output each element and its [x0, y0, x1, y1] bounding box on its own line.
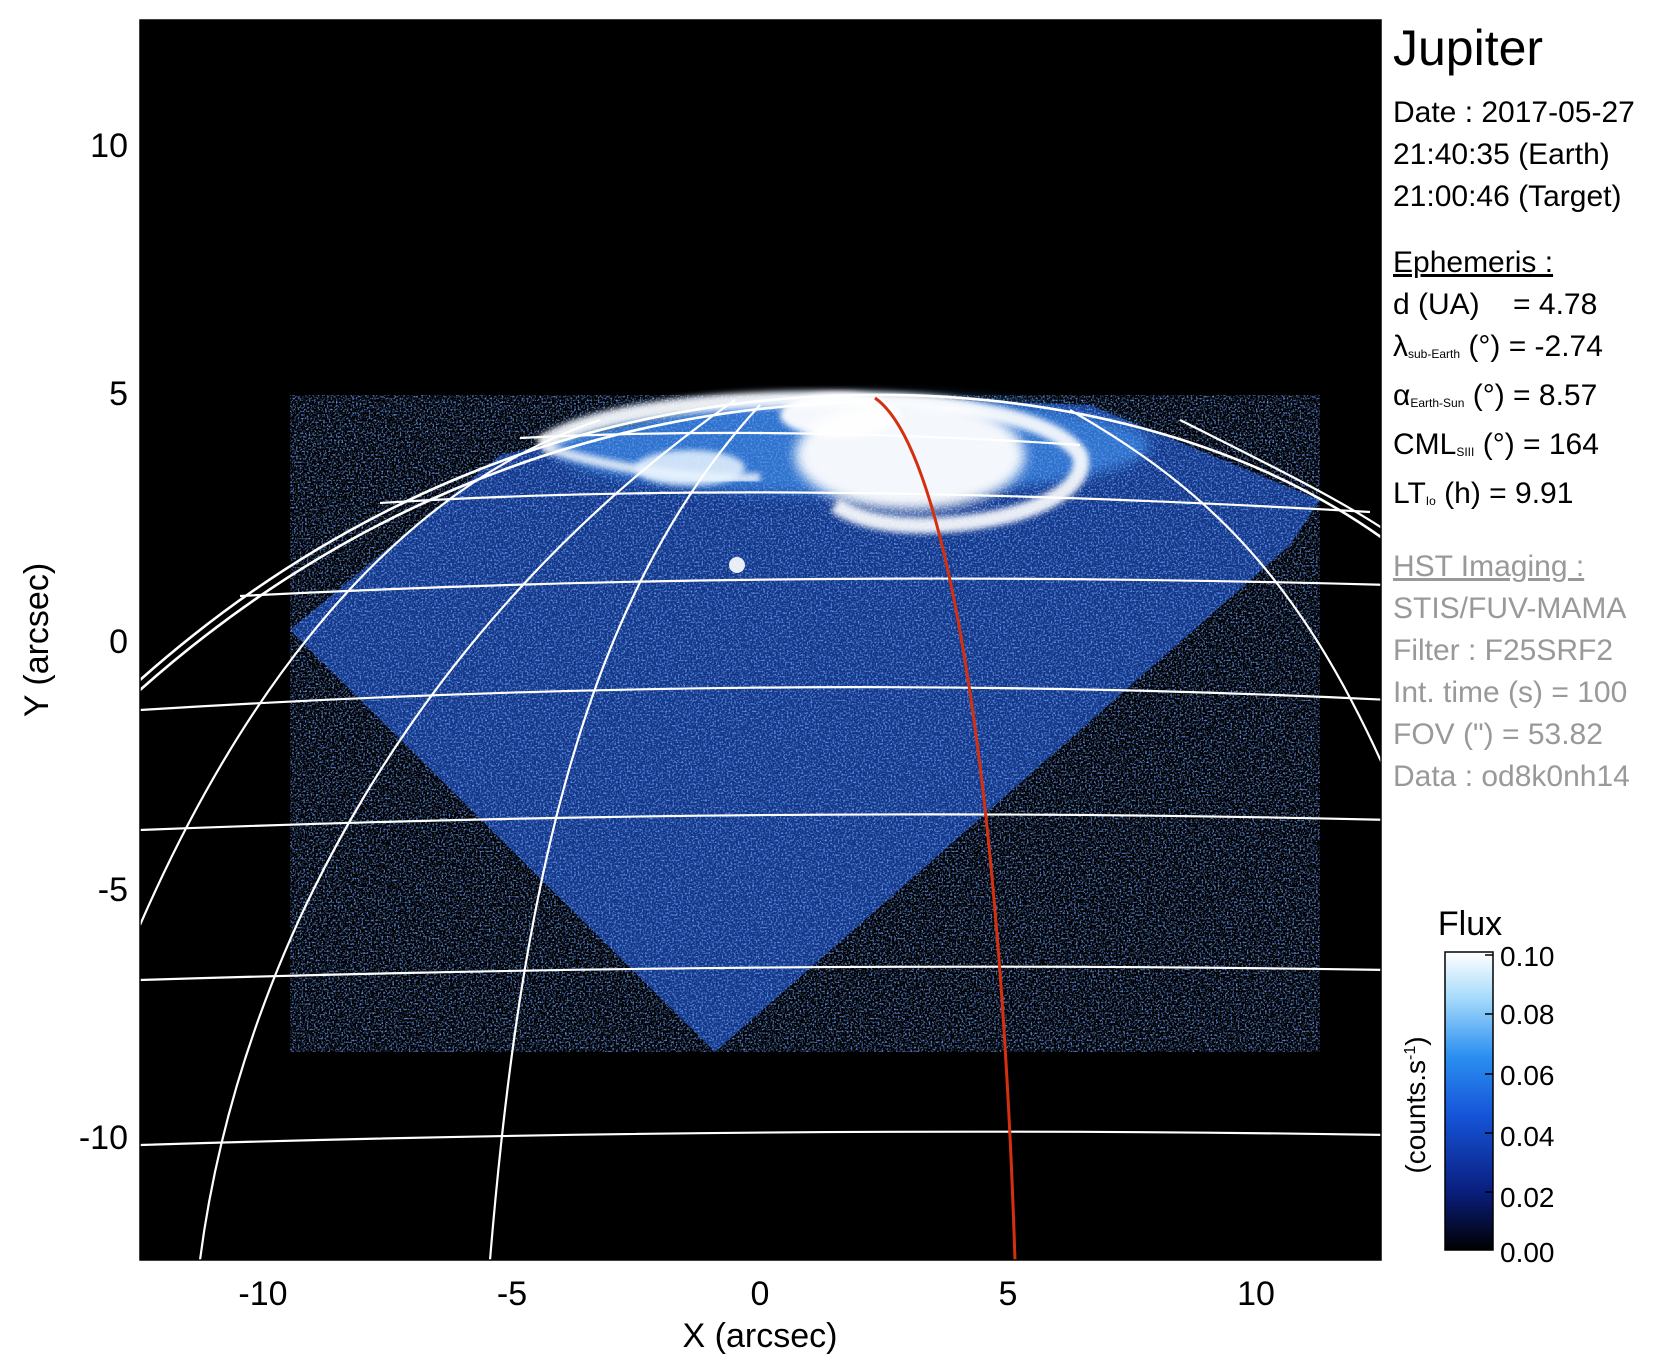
observation-date: Date : 2017-05-27 [1393, 96, 1635, 129]
hst-heading: HST Imaging : [1393, 550, 1585, 583]
colorbar-tick: 0.10 [1500, 941, 1555, 972]
hst-data-id: Data : od8k0nh14 [1393, 760, 1630, 793]
eph-phase-angle: αEarth-Sun (°) = 8.57 [1393, 379, 1598, 412]
hst-instrument: STIS/FUV-MAMA [1393, 592, 1627, 625]
colorbar-tick: 0.04 [1500, 1121, 1555, 1152]
colorbar-tick: 0.06 [1500, 1060, 1555, 1091]
planet-title: Jupiter [1393, 20, 1544, 76]
eph-cml: CMLSIII (°) = 164 [1393, 428, 1599, 461]
x-tick-labels: -10 -5 0 5 10 [238, 1275, 1274, 1313]
y-tick: 0 [109, 623, 128, 661]
colorbar-title: Flux [1438, 905, 1502, 943]
x-tick: 5 [999, 1275, 1018, 1313]
y-tick: -5 [98, 871, 128, 909]
y-tick: 10 [90, 127, 128, 165]
x-tick: 10 [1237, 1275, 1275, 1313]
latitude-grid [140, 431, 1381, 1147]
limb [140, 393, 1381, 691]
x-tick: -5 [497, 1275, 527, 1313]
y-axis-label: Y (arcsec) [18, 563, 56, 717]
colorbar-unit-label: (counts.s-1) [1400, 1036, 1431, 1173]
x-tick: 0 [751, 1275, 770, 1313]
colorbar-gradient [1444, 951, 1494, 1251]
hst-filter: Filter : F25SRF2 [1393, 634, 1614, 667]
eph-local-time-io: LTIo (h) = 9.91 [1393, 477, 1574, 510]
colorbar-tick: 0.00 [1500, 1237, 1555, 1268]
time-earth: 21:40:35 (Earth) [1393, 138, 1610, 171]
colorbar-ticks [1485, 954, 1493, 1193]
aurora-emission [535, 390, 1150, 573]
time-target: 21:00:46 (Target) [1393, 180, 1622, 213]
colorbar-tick: 0.08 [1500, 999, 1555, 1030]
colorbar: Flux 0.10 0.08 0.06 0.04 0.02 0.00 (coun… [1400, 905, 1555, 1268]
image-content [140, 390, 1381, 1260]
central-meridian [874, 396, 1017, 1260]
info-panel: Jupiter Date : 2017-05-27 21:40:35 (Eart… [1393, 18, 1635, 798]
eph-sub-earth-latitude: λsub-Earth (°) = -2.74 [1393, 330, 1603, 363]
ephemeris-heading: Ephemeris : [1393, 246, 1554, 279]
colorbar-tick: 0.02 [1500, 1182, 1555, 1213]
hst-int-time: Int. time (s) = 100 [1393, 676, 1628, 709]
longitude-grid [140, 399, 1381, 1260]
x-tick: -10 [238, 1275, 287, 1313]
hst-fov: FOV (") = 53.82 [1393, 718, 1603, 751]
eph-distance: d (UA) = 4.78 [1393, 288, 1598, 321]
plot-frame [139, 19, 1382, 1261]
x-axis-label: X (arcsec) [683, 1317, 838, 1355]
y-tick: -10 [79, 1119, 128, 1157]
y-tick: 5 [109, 375, 128, 413]
y-tick-labels: 10 5 0 -5 -10 [79, 127, 128, 1157]
